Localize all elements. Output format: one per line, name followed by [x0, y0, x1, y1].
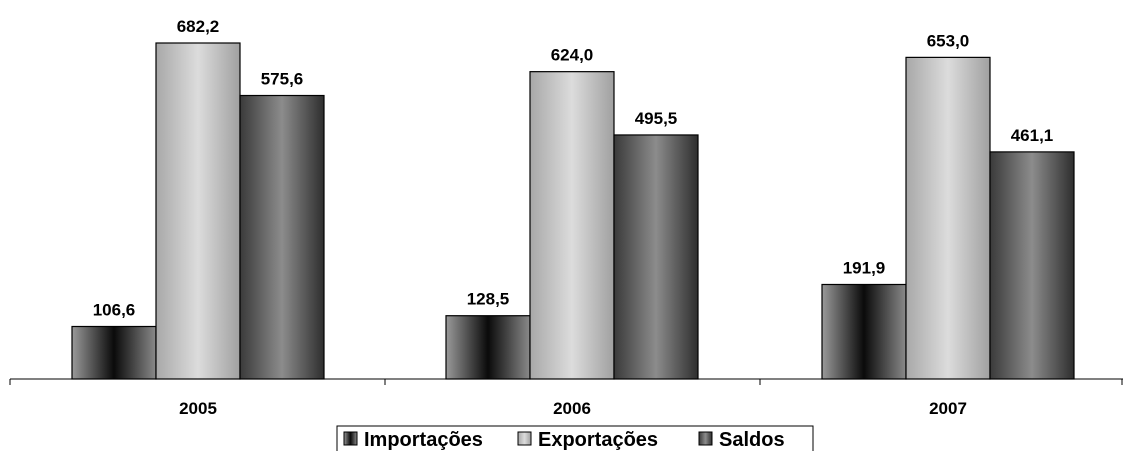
data-label-saldos-2007: 461,1	[1011, 126, 1054, 145]
data-label-exportações-2007: 653,0	[927, 31, 970, 50]
bar-saldos-2007	[989, 151, 1075, 380]
data-label-importações-2007: 191,9	[843, 258, 886, 277]
data-label-saldos-2006: 495,5	[635, 109, 678, 128]
x-axis-ticks: 2005 2006 2007	[9, 379, 1123, 418]
data-labels-layer: 106,6 682,2 575,6 128,5 624,0 495,5 191,9 653,0…	[93, 17, 1054, 319]
bar-saldos-2005	[239, 94, 325, 380]
legend-swatch-exportações	[517, 431, 532, 446]
legend-label-importações: Importações	[364, 429, 483, 451]
data-label-importações-2005: 106,6	[93, 300, 136, 319]
bars-layer	[71, 42, 1075, 380]
data-label-saldos-2005: 575,6	[261, 70, 304, 89]
bar-exportações-2007	[905, 56, 991, 380]
bar-importações-2006	[445, 315, 531, 380]
legend-box	[336, 425, 814, 451]
legend-swatch-importações	[343, 431, 358, 446]
legend-label-exportações: Exportações	[538, 429, 658, 451]
bar-exportações-2005	[155, 42, 241, 380]
legend: Importações Exportações Saldos	[336, 425, 814, 451]
legend-swatch-saldos	[698, 431, 713, 446]
bar-exportações-2006	[529, 71, 615, 380]
x-tick-label-2005: 2005	[179, 399, 217, 418]
bar-importações-2005	[71, 325, 157, 380]
legend-label-saldos: Saldos	[719, 429, 785, 451]
data-label-exportações-2005: 682,2	[177, 17, 220, 36]
data-label-importações-2006: 128,5	[467, 290, 510, 309]
data-label-exportações-2006: 624,0	[551, 46, 594, 65]
x-tick-label-2006: 2006	[553, 399, 591, 418]
bar-importações-2007	[821, 283, 907, 380]
x-tick-label-2007: 2007	[929, 399, 967, 418]
bar-saldos-2006	[613, 134, 699, 380]
